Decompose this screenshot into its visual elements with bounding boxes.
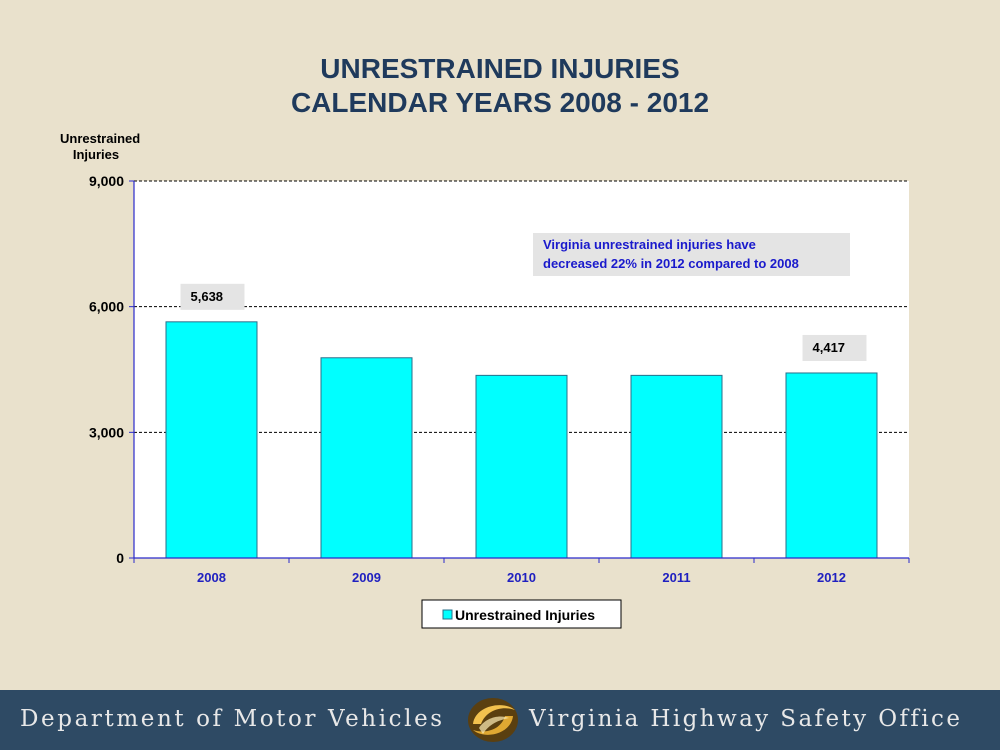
data-label-box — [180, 283, 245, 310]
callout-text-line1: Virginia unrestrained injuries have — [543, 237, 756, 252]
x-tick-label: 2009 — [352, 570, 381, 585]
gold-swirl-logo-icon — [468, 698, 518, 742]
x-tick-label: 2012 — [817, 570, 846, 585]
y-tick-label: 6,000 — [89, 299, 124, 315]
callout-text-line2: decreased 22% in 2012 compared to 2008 — [543, 256, 799, 271]
data-label: 5,638 — [191, 289, 224, 304]
footer-vhso-text: Virginia Highway Safety Office — [529, 706, 963, 732]
x-tick-label: 2008 — [197, 570, 226, 585]
callout-box — [533, 233, 850, 276]
bar-chart: 0 3,000 6,000 9,000 2008 5,638 2009 2010 2011 201… — [89, 173, 910, 629]
bar — [320, 357, 413, 559]
chart-title-line1: UNRESTRAINED INJURIES — [320, 53, 680, 84]
data-label-box — [802, 334, 867, 361]
bar — [165, 321, 258, 559]
data-label: 4,417 — [813, 340, 846, 355]
footer-bar: Department of Motor Vehicles Virginia Hi… — [0, 690, 1000, 750]
bar — [785, 372, 878, 559]
legend-label: Unrestrained Injuries — [455, 607, 595, 623]
y-tick-label: 3,000 — [89, 424, 124, 440]
legend-swatch — [442, 609, 453, 620]
bar — [475, 374, 568, 559]
y-tick-label: 0 — [116, 550, 124, 566]
y-axis-label: Unrestrained Injuries — [60, 131, 141, 163]
x-tick-label: 2011 — [662, 570, 690, 585]
x-tick-label: 2010 — [507, 570, 536, 585]
y-tick-label: 9,000 — [89, 173, 124, 189]
legend-box — [421, 599, 622, 629]
y-axis-label-line1: Unrestrained — [60, 131, 141, 146]
chart-title-line2: CALENDAR YEARS 2008 - 2012 — [290, 87, 710, 118]
y-axis-label-line2: Injuries — [72, 147, 120, 162]
footer-dmv-text: Department of Motor Vehicles — [20, 706, 445, 732]
bar — [630, 374, 723, 559]
